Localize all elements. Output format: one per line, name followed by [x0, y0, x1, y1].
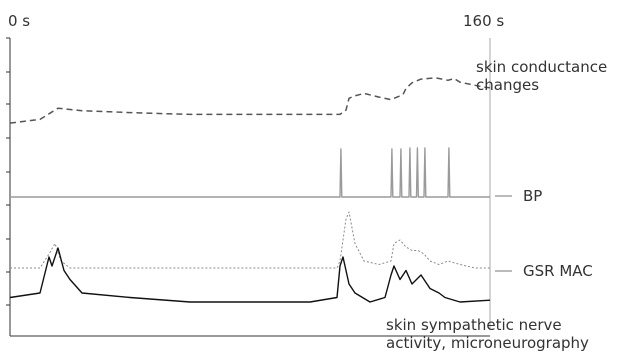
skin-conductance-trace	[9, 77, 491, 124]
skin-conductance-label: skin conductance changes	[476, 58, 608, 94]
traces-group	[9, 77, 491, 303]
nerve-activity-label: skin sympathetic nerve activity, microne…	[386, 316, 589, 352]
gsr-mac-trace	[10, 211, 490, 269]
gsr-mac-label: GSR MAC	[523, 262, 593, 280]
x-tick-start-label: 0 s	[8, 12, 31, 30]
nerve-activity-trace	[9, 247, 491, 303]
x-tick-end-label: 160 s	[463, 12, 505, 30]
y-axis-ticks	[6, 37, 10, 306]
bp-label: BP	[523, 187, 543, 205]
bp-trace	[10, 147, 490, 198]
